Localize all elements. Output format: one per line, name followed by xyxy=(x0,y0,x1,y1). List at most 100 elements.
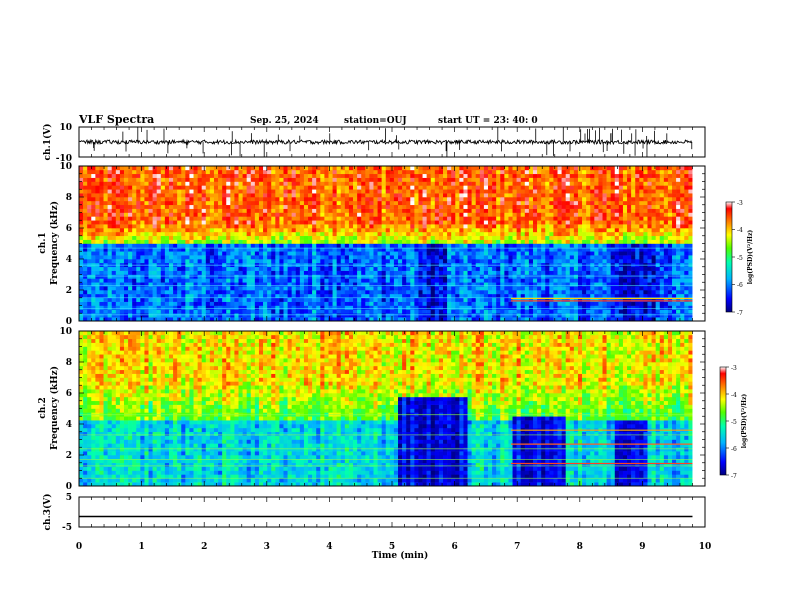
spectrogram-cell xyxy=(164,200,170,206)
spectrogram-cell xyxy=(299,193,305,198)
spectrogram-cell xyxy=(242,212,247,217)
spectrogram-cell xyxy=(459,212,464,217)
spectrogram-cell xyxy=(479,224,485,229)
spectrogram-cell xyxy=(287,266,292,271)
spectrogram-cell xyxy=(209,243,215,248)
spectrogram-cell xyxy=(287,282,292,287)
spectrogram-cell xyxy=(606,270,611,275)
spectrogram-cell xyxy=(254,309,260,314)
spectrogram-cell xyxy=(590,200,595,206)
spectrogram-cell xyxy=(496,216,501,221)
spectrogram-cell xyxy=(455,197,460,202)
spectrogram-cell xyxy=(275,235,280,240)
spectrogram-cell xyxy=(332,243,337,248)
spectrogram-cell xyxy=(447,212,452,217)
spectrogram-cell xyxy=(291,259,297,264)
spectrogram-cell xyxy=(430,224,436,229)
spectrogram-cell xyxy=(606,228,611,233)
spectrogram-cell xyxy=(602,274,607,279)
spectrogram-cell xyxy=(181,297,186,302)
spectrogram-cell xyxy=(635,286,640,291)
spectrogram-cell xyxy=(590,247,595,252)
spectrogram-cell xyxy=(209,220,215,225)
spectrogram-cell xyxy=(361,193,366,198)
spectrogram-cell xyxy=(651,309,656,314)
spectrogram-cell xyxy=(365,266,370,271)
spectrogram-cell xyxy=(500,231,505,237)
spectrogram-cell xyxy=(659,270,665,275)
spectrogram-cell xyxy=(303,224,309,229)
spectrogram-cell xyxy=(332,235,337,240)
spectrogram-cell xyxy=(443,220,448,225)
spectrogram-cell xyxy=(385,274,391,279)
spectrogram-cell xyxy=(438,266,444,271)
spectrogram-cell xyxy=(181,290,186,295)
spectrogram-cell xyxy=(545,220,550,225)
spectrogram-cell xyxy=(99,255,104,260)
spectrogram-cell xyxy=(426,231,432,237)
spectrogram-cell xyxy=(524,220,530,225)
spectrogram-cell xyxy=(610,212,616,217)
spectrogram-cell xyxy=(487,259,493,264)
spectrogram-cell xyxy=(459,255,464,260)
spectrogram-cell xyxy=(684,251,689,256)
spectrogram-cell xyxy=(545,286,550,291)
spectrogram-cell xyxy=(582,204,587,209)
spectrogram-cell xyxy=(422,212,427,217)
spectrogram-cell xyxy=(369,251,374,256)
spectrogram-cell xyxy=(308,301,313,306)
spectrogram-cell xyxy=(467,255,472,260)
spectrogram-cell xyxy=(594,212,599,217)
spectrogram-cell xyxy=(99,274,104,279)
spectrogram-cell xyxy=(602,231,607,237)
spectrogram-cell xyxy=(287,290,292,295)
spectrogram-cell xyxy=(602,251,607,256)
spectrogram-cell xyxy=(406,216,411,221)
spectrogram-cell xyxy=(659,278,665,283)
spectrogram-cell xyxy=(324,208,329,213)
spectrogram-cell xyxy=(622,317,628,322)
spectrogram-cell xyxy=(492,208,497,213)
spectrogram-cell xyxy=(373,224,378,229)
spectrogram-cell xyxy=(144,305,149,310)
spectrogram-cell xyxy=(357,212,362,217)
spectrogram-cell xyxy=(87,251,92,256)
spectrogram-cell xyxy=(246,239,252,244)
spectrogram-cell xyxy=(193,243,198,248)
spectrogram-cell xyxy=(496,220,501,225)
spectrogram-cell xyxy=(651,317,656,322)
spectrogram-cell xyxy=(258,309,264,314)
spectrogram-cell xyxy=(103,235,108,240)
spectrogram-cell xyxy=(242,216,247,221)
spectrogram-cell xyxy=(606,200,611,206)
spectrogram-cell xyxy=(483,286,489,291)
spectrogram-cell xyxy=(557,197,562,202)
spectrogram-cell xyxy=(569,220,575,225)
spectrogram-cell xyxy=(128,305,133,310)
spectrogram-cell xyxy=(520,286,526,291)
spectrogram-cell xyxy=(512,286,517,291)
spectrogram-cell xyxy=(467,290,472,295)
spectrogram-cell xyxy=(541,231,546,237)
spectrogram-cell xyxy=(283,224,288,229)
spectrogram-cell xyxy=(492,193,497,198)
spectrogram-cell xyxy=(95,278,100,283)
spectrogram-cell xyxy=(483,282,489,287)
spectrogram-cell xyxy=(205,301,211,306)
spectrogram-cell xyxy=(152,239,158,244)
spectrogram-cell xyxy=(647,197,652,202)
spectrogram-cell xyxy=(136,239,141,244)
spectrogram-cell xyxy=(635,247,640,252)
spectrogram-cell xyxy=(287,286,292,291)
spectrogram-cell xyxy=(643,243,648,248)
spectrogram-cell xyxy=(672,251,677,256)
spectrogram-cell xyxy=(136,290,141,295)
spectrogram-cell xyxy=(87,282,92,287)
spectrogram-cell xyxy=(267,251,272,256)
spectrogram-cell xyxy=(140,197,145,202)
spectrogram-cell xyxy=(87,270,92,275)
spectrogram-cell xyxy=(455,313,460,318)
spectrogram-cell xyxy=(614,251,620,256)
spectrogram-cell xyxy=(148,274,153,279)
spectrogram-cell xyxy=(557,208,562,213)
